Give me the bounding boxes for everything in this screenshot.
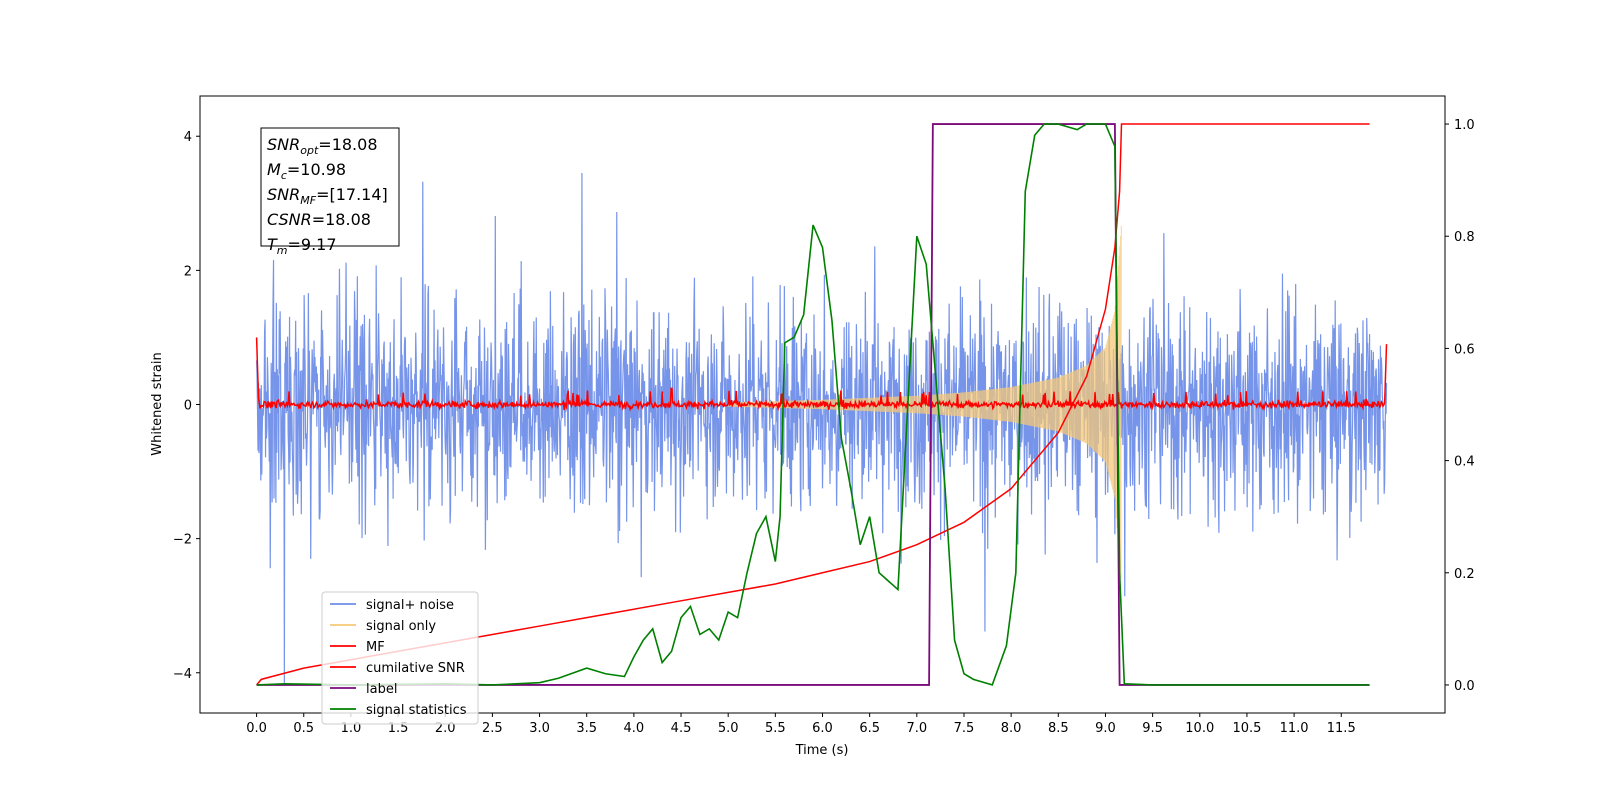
x-tick-label: 9.5: [1142, 721, 1163, 736]
annotation-line: Mc=10.98: [267, 160, 346, 182]
x-tick-label: 7.0: [906, 721, 927, 736]
x-tick-label: 6.5: [859, 721, 880, 736]
x-tick-label: 0.5: [293, 721, 314, 736]
y-tick-label-left: −4: [173, 667, 192, 682]
y-tick-label-right: 0.6: [1454, 342, 1475, 357]
annotation-box: [260, 127, 400, 247]
y-tick-label-left: −2: [173, 533, 192, 548]
x-tick-label: 1.0: [341, 721, 362, 736]
y-tick-label-right: 0.8: [1454, 230, 1475, 245]
x-tick-label: 3.5: [576, 721, 597, 736]
series-signal-noise: [255, 172, 1388, 684]
x-tick-label: 6.0: [812, 721, 833, 736]
x-tick-label: 4.5: [671, 721, 692, 736]
y-tick-label-right: 0.2: [1454, 567, 1475, 582]
y-tick-label-left: 2: [184, 264, 192, 279]
x-tick-label: 7.5: [954, 721, 975, 736]
x-tick-label: 5.5: [765, 721, 786, 736]
y-tick-label-left: 0: [184, 399, 192, 414]
annotation-line: Tm=9.17: [267, 235, 337, 257]
x-tick-label: 4.0: [624, 721, 645, 736]
y-tick-label-left: 4: [184, 130, 192, 145]
x-tick-label: 9.0: [1095, 721, 1116, 736]
x-tick-label: 3.0: [529, 721, 550, 736]
x-tick-label: 5.0: [718, 721, 739, 736]
series-signal-statistics: [256, 123, 1370, 686]
legend-box: [321, 591, 479, 725]
x-tick-label: 11.5: [1327, 721, 1356, 736]
y-tick-label-right: 0.4: [1454, 455, 1475, 470]
x-axis-label: Time (s): [795, 743, 849, 758]
y-tick-label-right: 1.0: [1454, 118, 1475, 133]
x-tick-label: 10.5: [1232, 721, 1261, 736]
annotation-line: CSNR=18.08: [267, 210, 371, 229]
y-tick-label-right: 0.0: [1454, 679, 1475, 694]
x-tick-label: 8.5: [1048, 721, 1069, 736]
legend-label: cumilative SNR: [366, 661, 465, 676]
x-tick-label: 11.0: [1280, 721, 1309, 736]
x-tick-label: 2.5: [482, 721, 503, 736]
x-tick-label: 1.5: [388, 721, 409, 736]
legend-label: label: [366, 682, 397, 697]
x-tick-label: 2.0: [435, 721, 456, 736]
legend-label: signal statistics: [366, 703, 467, 718]
x-tick-label: 10.0: [1185, 721, 1214, 736]
legend-label: signal only: [366, 619, 436, 634]
legend-label: signal+ noise: [366, 598, 454, 613]
x-tick-label: 8.0: [1001, 721, 1022, 736]
y-axis-label-left: Whitened strain: [150, 352, 165, 455]
legend-label: MF: [366, 640, 385, 655]
annotation-line: SNRopt=18.08: [267, 135, 378, 157]
series-mf: [255, 337, 1388, 412]
annotation-line: SNRMF=[17.14]: [267, 185, 388, 207]
x-tick-label: 0.0: [246, 721, 267, 736]
